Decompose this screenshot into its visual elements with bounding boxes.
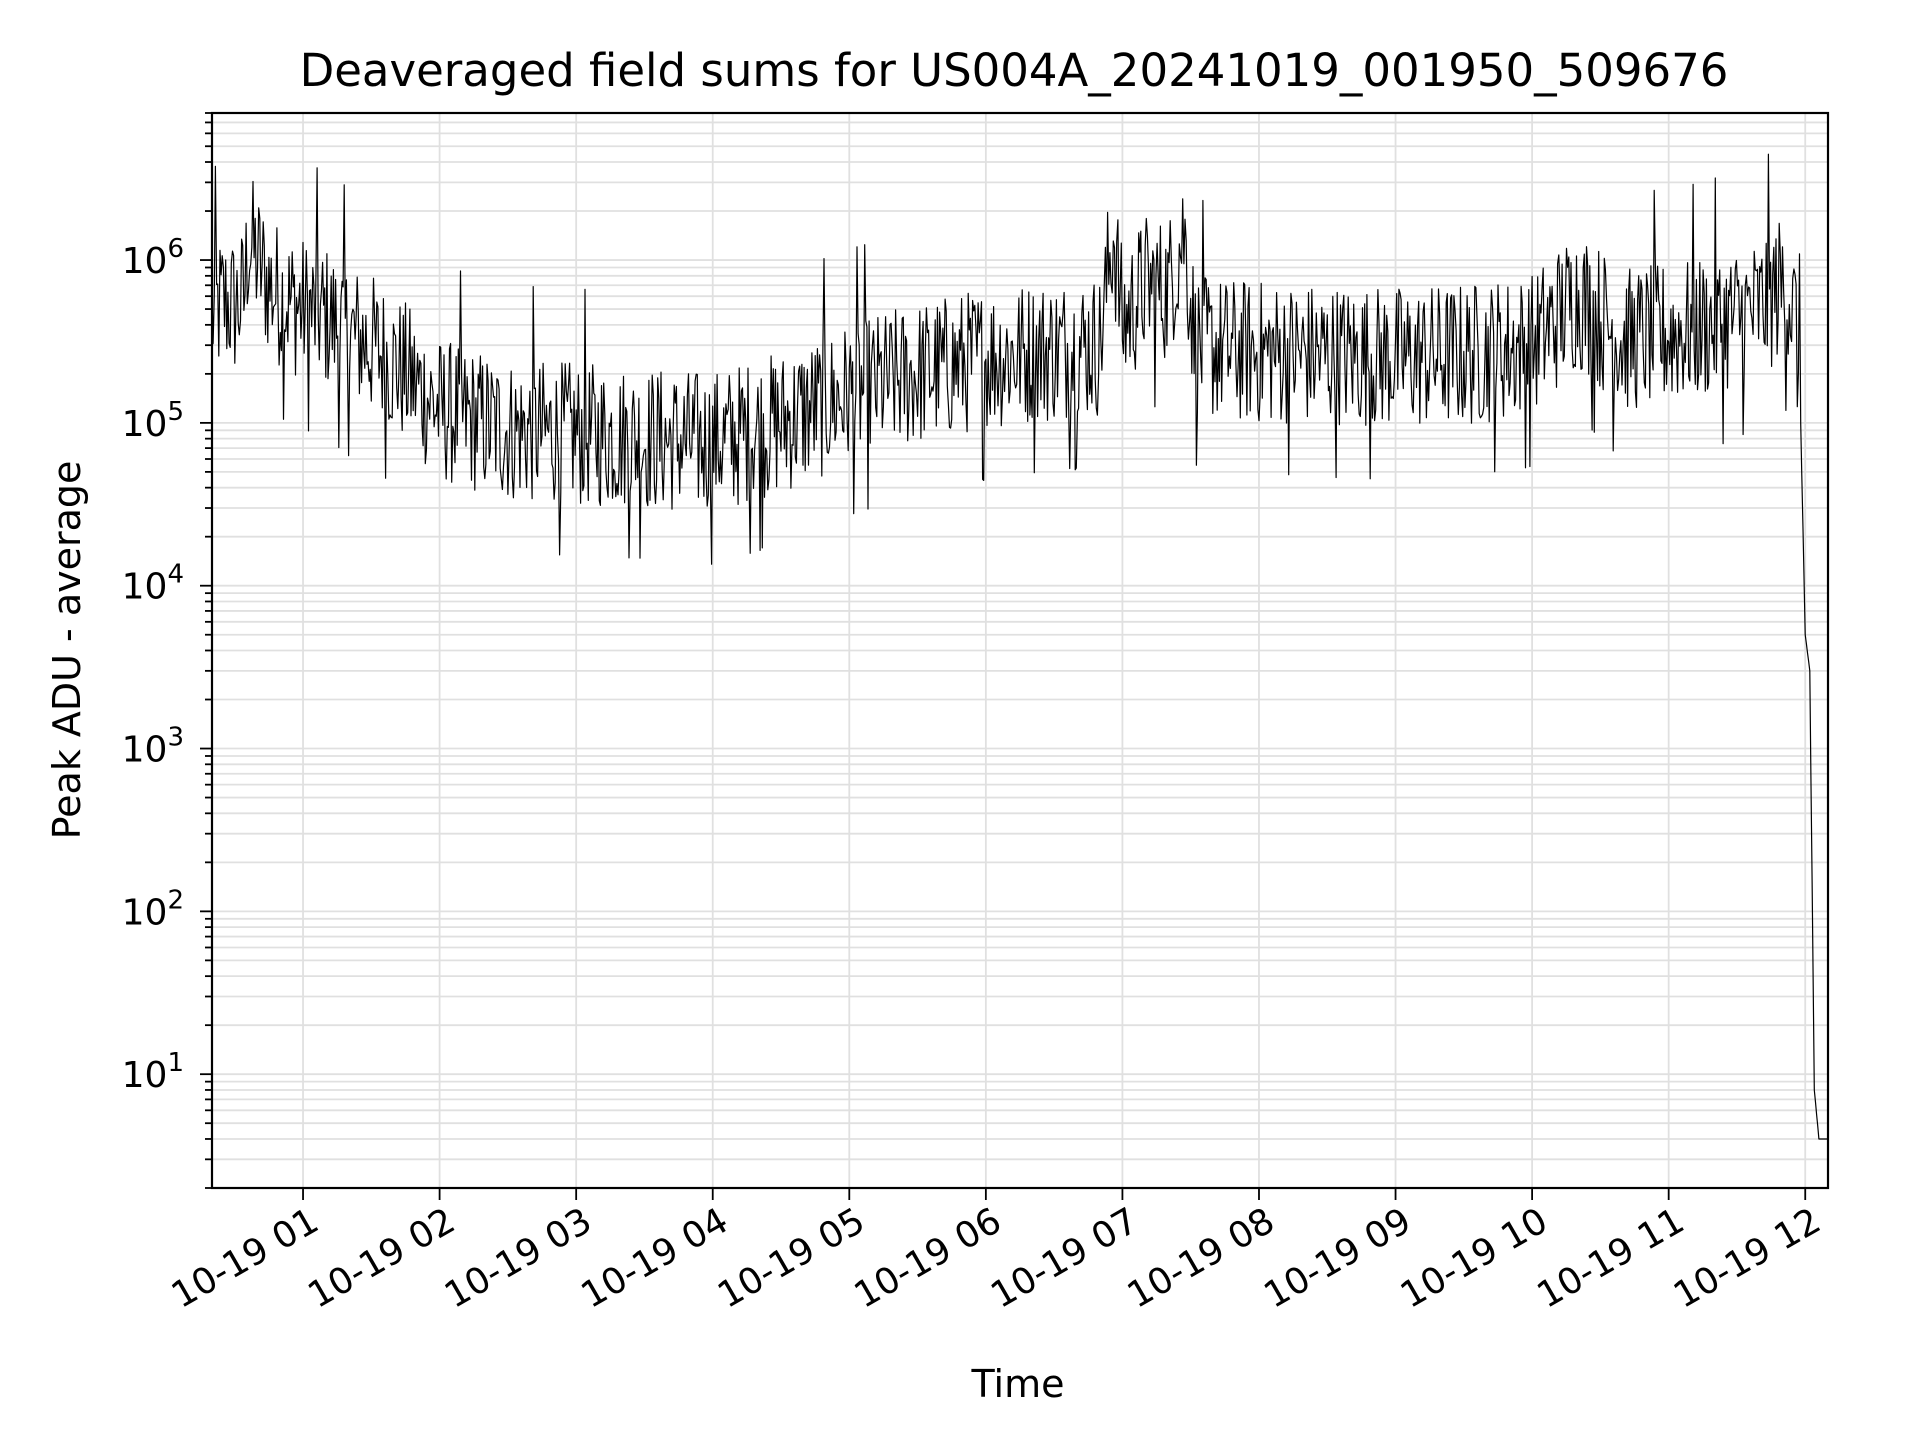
x-tick-label: 10-19 03 [438, 1200, 599, 1316]
x-tick-label: 10-19 01 [165, 1200, 326, 1316]
data-series-line [211, 153, 1828, 1140]
x-tick-label: 10-19 11 [1531, 1200, 1692, 1316]
y-tick-label: 103 [122, 723, 184, 771]
series-line [211, 153, 1828, 1140]
x-tick-label: 10-19 06 [848, 1200, 1009, 1316]
x-tick-label: 10-19 12 [1667, 1200, 1828, 1316]
y-tick-label: 102 [122, 885, 184, 933]
x-tick-label: 10-19 02 [301, 1200, 462, 1316]
y-tick-label: 104 [122, 560, 184, 608]
y-tick-label: 106 [122, 234, 184, 282]
x-tick-label: 10-19 04 [575, 1200, 736, 1316]
x-axis-label: Time [971, 1362, 1065, 1406]
y-axis: 101 102 103 104 105 106 [122, 112, 212, 1189]
x-tick-label: 10-19 09 [1257, 1200, 1418, 1316]
x-tick-label: 10-19 10 [1394, 1200, 1555, 1316]
y-tick-label: 105 [122, 397, 184, 445]
x-tick-label: 10-19 07 [984, 1200, 1145, 1316]
x-tick-label: 10-19 08 [1121, 1200, 1282, 1316]
y-axis-label: Peak ADU - average [45, 461, 89, 840]
y-tick-label: 101 [122, 1048, 184, 1096]
x-tick-label: 10-19 05 [711, 1200, 872, 1316]
chart-title: Deaveraged field sums for US004A_2024101… [300, 44, 1729, 97]
